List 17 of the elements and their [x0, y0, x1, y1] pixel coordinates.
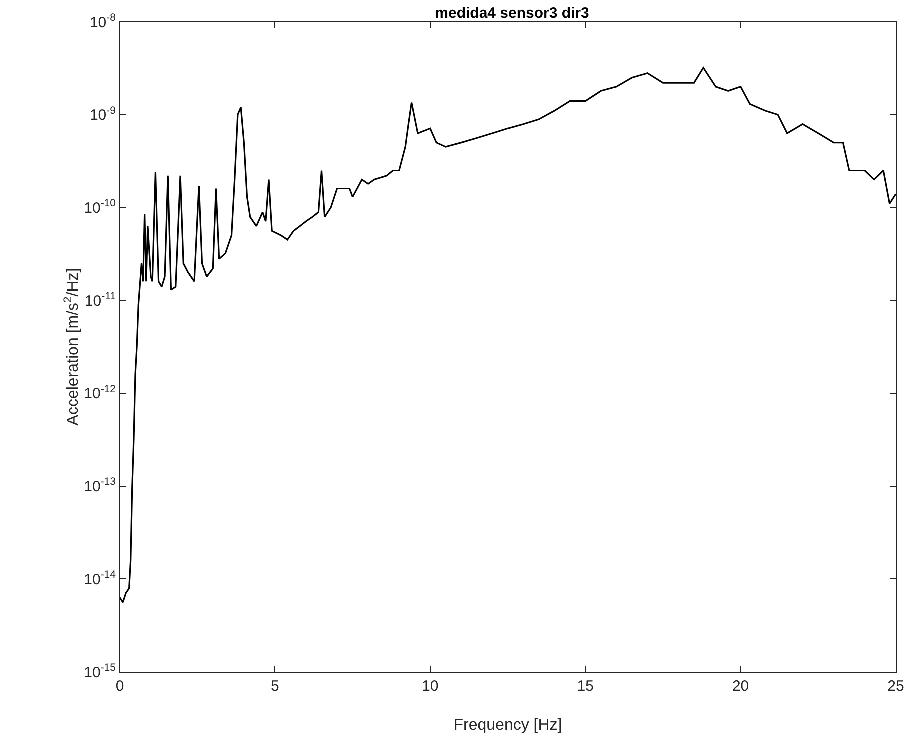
- y-tick-label: 10$^{-9}$: [90, 104, 116, 124]
- x-tick-label: 0: [116, 678, 124, 695]
- y-tick-label: 10$^{-13}$: [84, 476, 116, 496]
- x-tick-label: 20: [732, 678, 750, 695]
- y-tick-label: 10$^{-10}$: [84, 198, 116, 217]
- chart-title: medida4 sensor3 dir3: [435, 4, 590, 22]
- x-tick-label: 15: [577, 678, 594, 695]
- y-tick-label: 10$^{-8}$: [90, 12, 116, 32]
- x-tick-label: 5: [271, 678, 280, 695]
- y-tick-label: 10$^{-11}$: [84, 290, 116, 310]
- y-tick-label: 10$^{-14}$: [84, 569, 116, 588]
- y-tick-label: 10$^{-12}$: [84, 383, 116, 403]
- x-axis-title: Frequency [Hz]: [454, 717, 562, 734]
- x-tick-label: 10: [422, 678, 439, 695]
- line-series: [120, 67, 896, 604]
- x-tick-label: 25: [888, 678, 904, 695]
- y-tick-label: 10$^{-15}$: [84, 662, 116, 682]
